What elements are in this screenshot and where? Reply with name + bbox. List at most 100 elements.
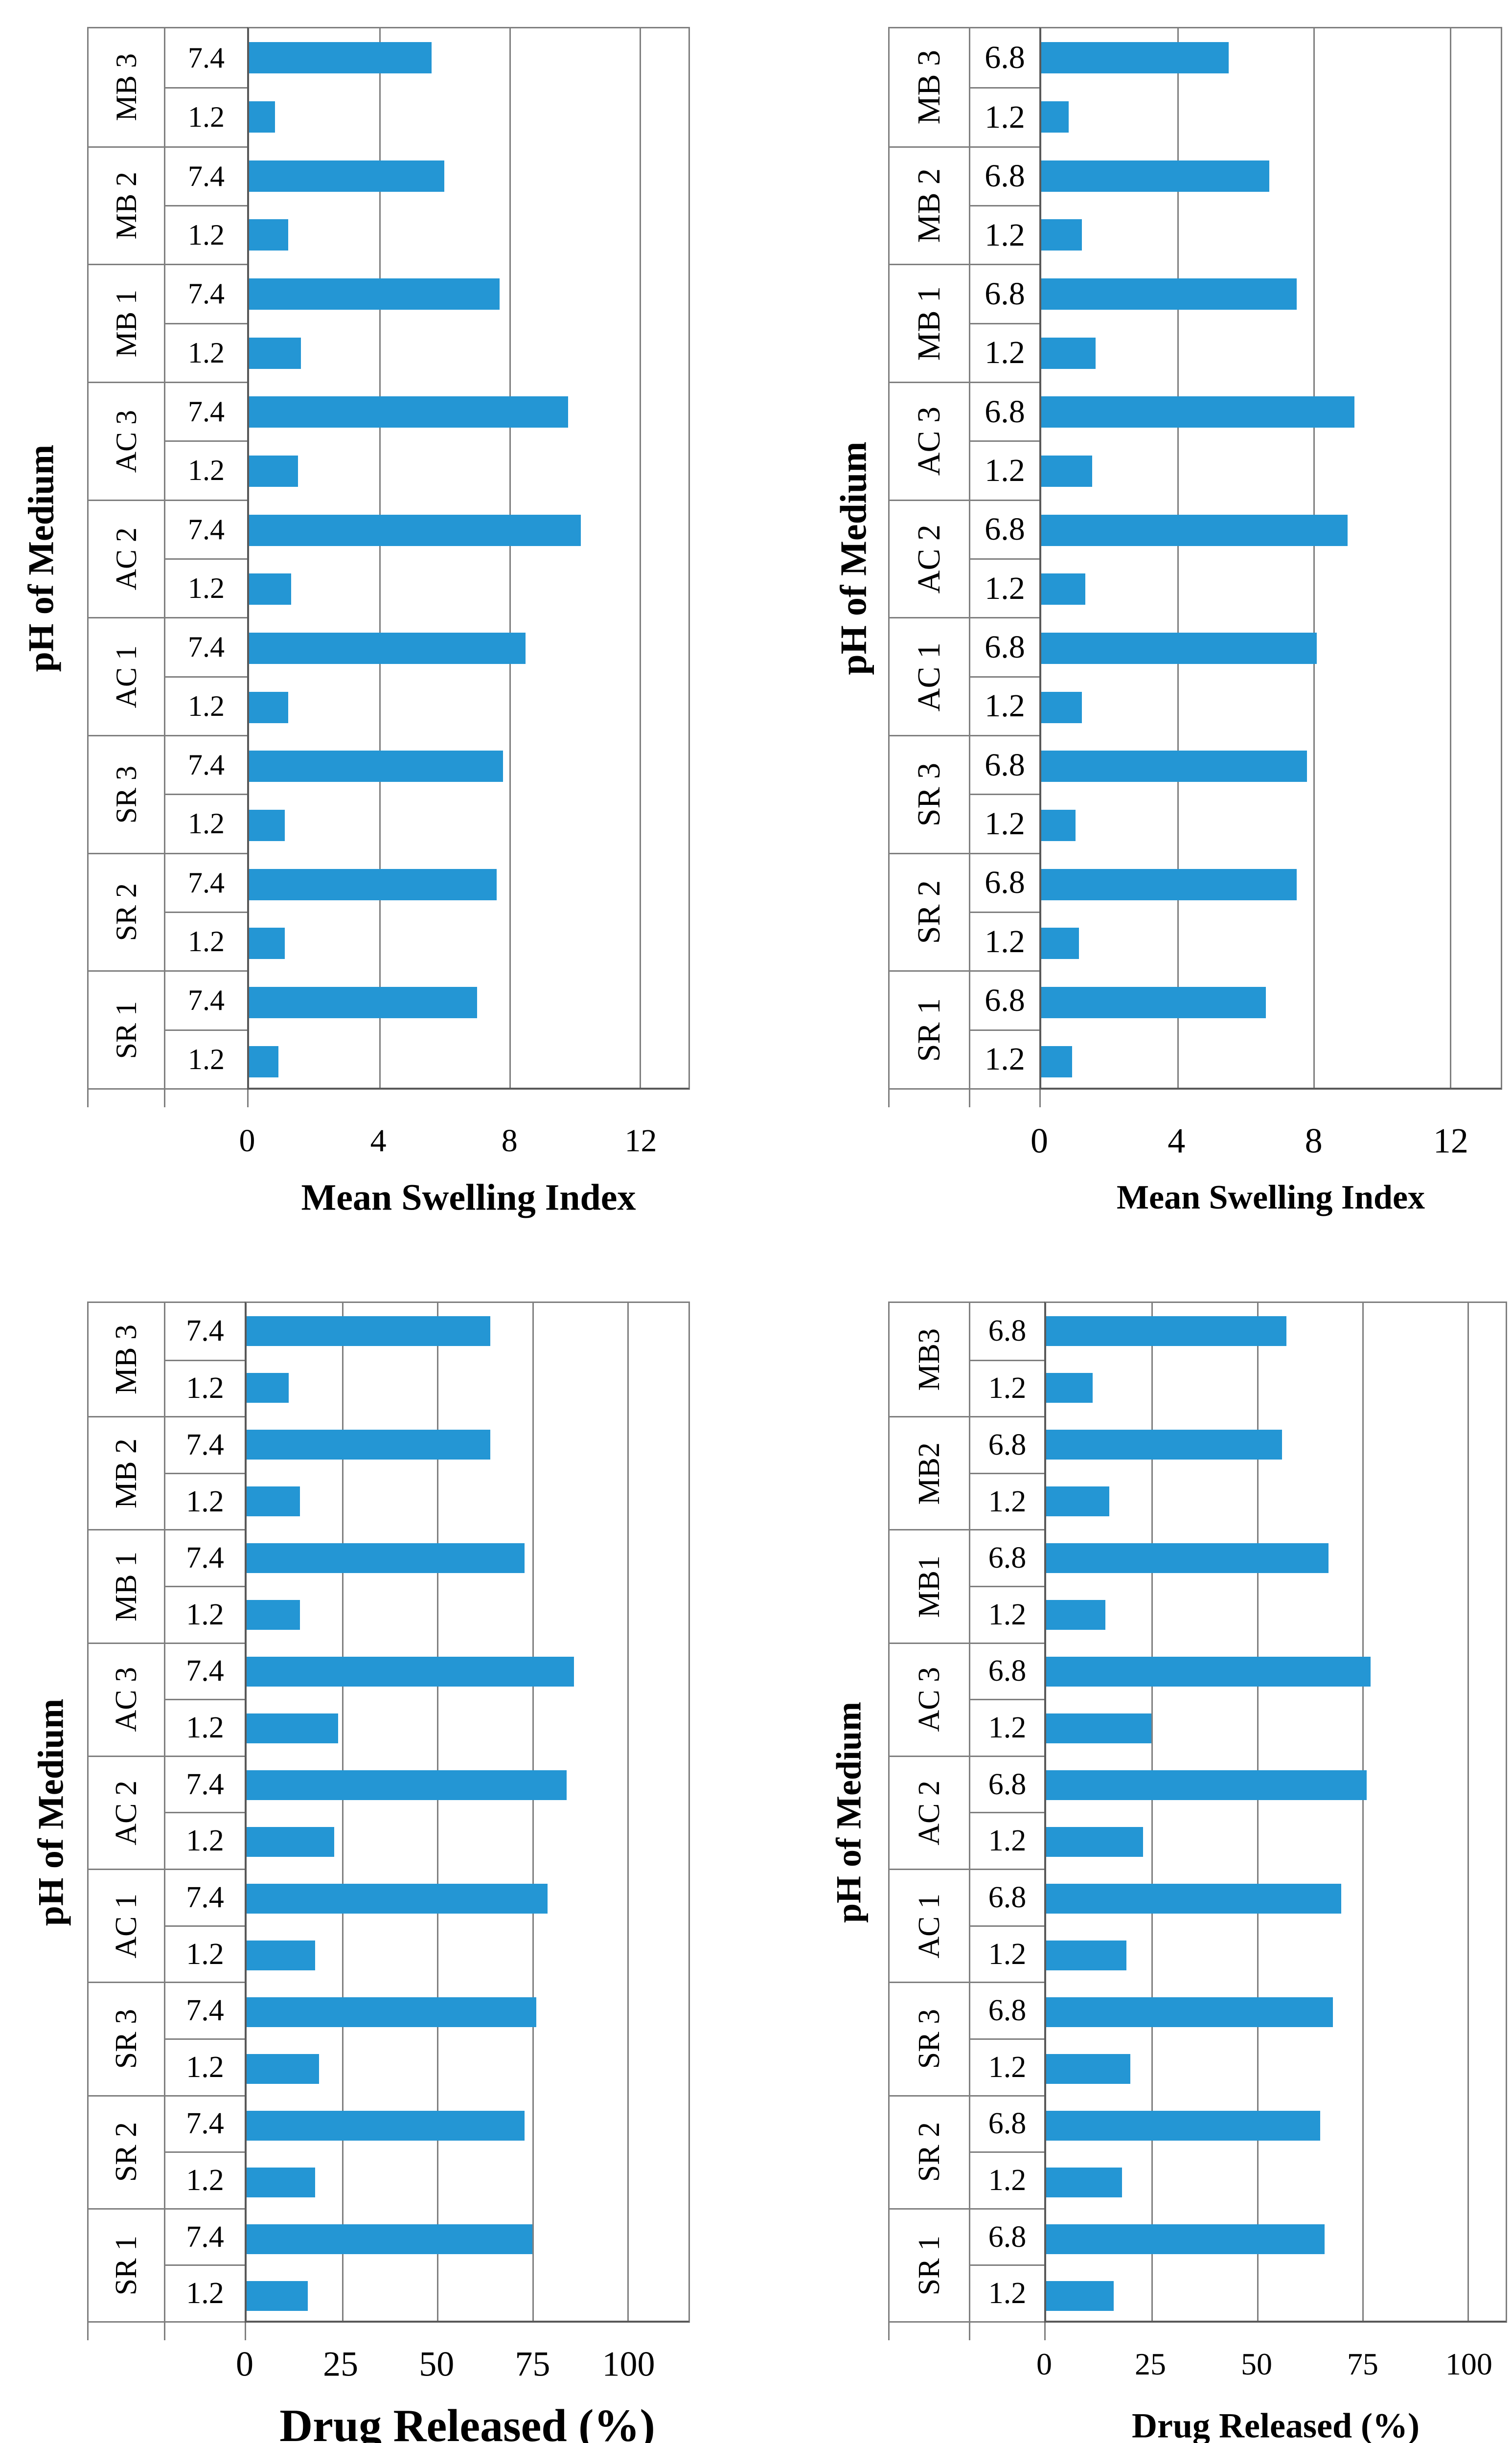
bar-ac-2-ph12 xyxy=(1046,1827,1144,1857)
plot-table: MB 3 MB 2 MB 1 AC 3 AC 2 AC 1 SR 3 SR 2 SR 1 7.4 1… xyxy=(0,27,756,1090)
bar-sr-1-ph74 xyxy=(249,987,477,1018)
group-cell-ac-2: AC 2 xyxy=(89,499,164,617)
plot-table: MB 3 MB 2 MB 1 AC 3 AC 2 AC 1 SR 3 SR 2 SR 1 7.4 1… xyxy=(0,1301,756,2323)
ph-cell-sr-3-ph74: 7.4 xyxy=(165,734,247,794)
x-tick-100: 100 xyxy=(602,2344,655,2384)
group-cell-mb-2: MB 2 xyxy=(890,146,969,264)
group-label-column: MB 3 MB 2 MB 1 AC 3 AC 2 AC 1 SR 3 SR 2 SR 1 xyxy=(888,27,969,1090)
bar-sr-3-ph12 xyxy=(249,810,285,841)
bar-mb-1-ph74 xyxy=(249,278,500,310)
ph-cell-ac-3-ph12: 1.2 xyxy=(970,440,1039,499)
group-label: MB 3 xyxy=(911,50,947,125)
group-cell-ac-1: AC 1 xyxy=(89,617,164,735)
axis-tick-stub xyxy=(247,1090,249,1107)
ph-cell-mb-2-ph74: 7.4 xyxy=(165,146,247,205)
ph-cell-sr-2-ph12: 1.2 xyxy=(970,2151,1044,2208)
bar-mb3-ph12 xyxy=(1046,1373,1093,1403)
group-cell-sr-3: SR 3 xyxy=(89,1982,164,2095)
x-tick-8: 8 xyxy=(1305,1121,1323,1161)
group-label: MB 3 xyxy=(110,53,142,121)
ph-cell-mb-1-ph74: 7.4 xyxy=(165,264,247,322)
group-label: AC 2 xyxy=(912,1780,946,1846)
group-label: MB 2 xyxy=(911,168,947,243)
group-cell-mb1: MB1 xyxy=(890,1529,969,1642)
group-label: SR 1 xyxy=(911,998,947,1062)
bar-mb2-ph12 xyxy=(1046,1486,1110,1516)
ph-cell-mb-1-ph12: 1.2 xyxy=(165,1586,245,1643)
ph-cell-ac-3-ph68: 6.8 xyxy=(970,1642,1044,1699)
x-tick-0: 0 xyxy=(239,1123,255,1159)
ph-cell-ac-2-ph12: 1.2 xyxy=(165,1812,245,1869)
bar-ac-3-ph68 xyxy=(1046,1657,1371,1687)
bar-sr-2-ph68 xyxy=(1041,869,1297,900)
group-cell-mb-1: MB 1 xyxy=(89,264,164,382)
bar-sr-1-ph74 xyxy=(247,2224,532,2254)
bar-ac-1-ph68 xyxy=(1041,633,1317,664)
bar-mb-2-ph12 xyxy=(1041,219,1082,251)
chart-drug-released-ph68: pH of Medium MB3 MB2 MB1 AC 3 AC 2 AC 1 SR 3 SR… xyxy=(756,1253,1512,2443)
group-label: SR 2 xyxy=(911,880,947,944)
ph-cell-ac-1-ph12: 1.2 xyxy=(970,676,1039,735)
x-tick-75: 75 xyxy=(515,2344,550,2384)
plot-area xyxy=(1039,27,1502,1090)
x-axis-title: Drug Released (%) xyxy=(1132,2406,1420,2443)
plot-area xyxy=(245,1301,690,2323)
group-cell-sr-3: SR 3 xyxy=(890,734,969,853)
bar-mb-3-ph12 xyxy=(247,1373,289,1403)
ph-cell-mb-1-ph12: 1.2 xyxy=(165,322,247,382)
bar-mb2-ph68 xyxy=(1046,1430,1283,1460)
group-label: SR 1 xyxy=(912,2235,946,2296)
group-label: SR 2 xyxy=(110,883,142,941)
bar-sr-1-ph12 xyxy=(247,2281,308,2311)
group-cell-ac-3: AC 3 xyxy=(890,381,969,500)
ph-cell-sr-3-ph74: 7.4 xyxy=(165,1982,245,2038)
bar-ac-1-ph68 xyxy=(1046,1884,1342,1914)
bar-sr-1-ph12 xyxy=(1046,2281,1114,2311)
gridline-12 xyxy=(640,28,641,1088)
ph-cell-mb3-ph68: 6.8 xyxy=(988,1314,1027,1348)
ph-cell-sr-1-ph12: 1.2 xyxy=(970,2264,1044,2321)
ph-cell-ac-3-ph12: 1.2 xyxy=(165,1699,245,1756)
group-cell-sr-2: SR 2 xyxy=(89,852,164,971)
group-label: SR 2 xyxy=(109,2122,143,2182)
group-label: AC 3 xyxy=(912,1667,946,1733)
ph-cell-mb2-ph12: 1.2 xyxy=(970,1472,1044,1530)
group-cell-mb-3: MB 3 xyxy=(890,28,969,146)
bar-sr-3-ph74 xyxy=(247,1997,536,2027)
chart-drug-released-ph74: pH of Medium MB 3 MB 2 MB 1 AC 3 AC 2 AC 1 SR … xyxy=(0,1253,756,2443)
ph-cell-ac-1-ph12: 1.2 xyxy=(165,676,247,735)
x-tick-50: 50 xyxy=(1240,2347,1272,2381)
bar-ac-1-ph12 xyxy=(1046,1941,1126,1970)
bar-mb-1-ph12 xyxy=(247,1600,300,1630)
bar-sr-1-ph12 xyxy=(1041,1046,1072,1077)
bar-ac-1-ph12 xyxy=(1041,692,1082,723)
gridline-25 xyxy=(342,1303,344,2321)
ph-cell-ac-1-ph74: 7.4 xyxy=(165,617,247,676)
ph-cell-ac-1-ph68: 6.8 xyxy=(970,617,1039,676)
ph-cell-sr-1-ph74: 7.4 xyxy=(165,970,247,1029)
ph-cell-sr-2-ph12: 1.2 xyxy=(165,2151,245,2208)
ph-cell-mb-2-ph12: 1.2 xyxy=(970,205,1039,264)
group-cell-mb-2: MB 2 xyxy=(89,146,164,264)
bar-mb-2-ph12 xyxy=(249,219,288,251)
group-cell-ac-1: AC 1 xyxy=(890,617,969,735)
ph-cell-sr-3-ph68: 6.8 xyxy=(970,734,1039,794)
ph-cell-ac-1-ph68: 6.8 xyxy=(970,1869,1044,1925)
group-cell-mb2: MB2 xyxy=(890,1416,969,1529)
ph-cell-mb1-ph12: 1.2 xyxy=(970,1586,1044,1643)
bar-mb-2-ph12 xyxy=(247,1486,300,1516)
ph-cell-ac-2-ph12: 1.2 xyxy=(165,558,247,617)
group-cell-sr-1: SR 1 xyxy=(89,970,164,1088)
bar-ac-3-ph74 xyxy=(247,1657,574,1687)
ph-cell-sr-2-ph68: 6.8 xyxy=(970,2095,1044,2152)
group-cell-mb-3: MB 3 xyxy=(89,1303,164,1416)
group-label: AC 3 xyxy=(109,1667,143,1733)
group-label-column: MB3 MB2 MB1 AC 3 AC 2 AC 1 SR 3 SR 2 SR 1 xyxy=(888,1301,969,2323)
ph-cell-sr-2-ph74: 7.4 xyxy=(165,852,247,912)
x-tick-25: 25 xyxy=(323,2344,359,2384)
ph-cell-sr-2-ph12: 1.2 xyxy=(970,911,1039,970)
axis-tick-stub xyxy=(969,1090,970,1107)
group-label: SR 3 xyxy=(110,765,142,823)
x-axis-title: Mean Swelling Index xyxy=(301,1177,636,1218)
group-label: MB 1 xyxy=(109,1552,143,1622)
